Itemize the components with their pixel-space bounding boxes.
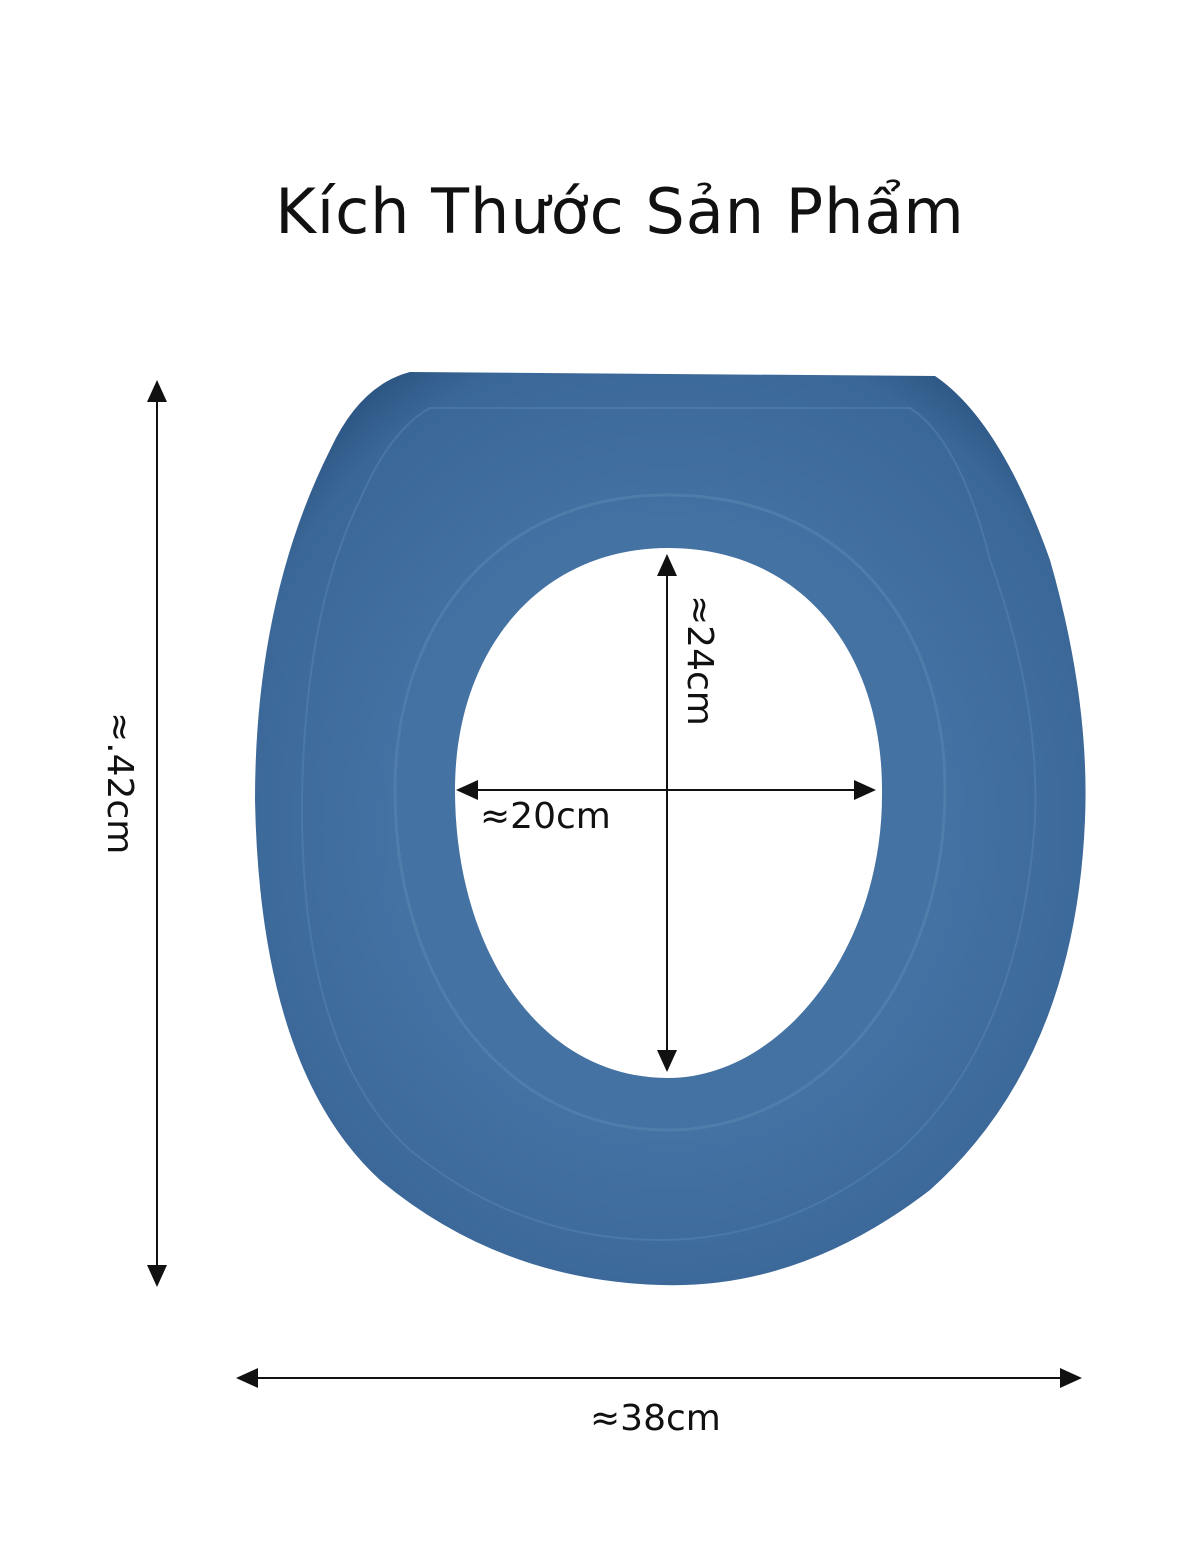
- inner-ring: [393, 493, 947, 1132]
- width-label: ≈38cm: [590, 1398, 721, 1439]
- inner-height-label: ≈24cm: [679, 595, 720, 726]
- inner-width-label: ≈20cm: [480, 796, 611, 837]
- pattern-border: [300, 407, 1037, 1242]
- page-title: Kích Thước Sản Phẩm: [275, 175, 965, 248]
- toilet-seat-cover: [255, 372, 1086, 1286]
- height-label: ≈.42cm: [99, 712, 140, 855]
